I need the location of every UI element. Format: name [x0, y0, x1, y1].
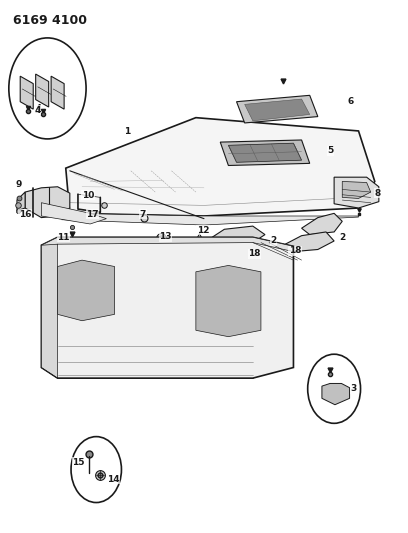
Polygon shape [66, 118, 375, 216]
Text: 11: 11 [58, 233, 70, 242]
Ellipse shape [66, 270, 106, 310]
Text: 9: 9 [16, 180, 22, 189]
Polygon shape [322, 383, 350, 405]
Text: 13: 13 [159, 232, 172, 241]
Text: 12: 12 [197, 226, 209, 235]
Text: 16: 16 [19, 210, 31, 219]
Text: 2: 2 [339, 233, 346, 242]
Text: 1: 1 [124, 127, 130, 136]
Circle shape [71, 437, 122, 503]
Text: 14: 14 [107, 475, 120, 483]
Text: 3: 3 [350, 384, 357, 393]
Polygon shape [334, 177, 379, 208]
Polygon shape [228, 143, 302, 163]
Polygon shape [41, 203, 106, 224]
Text: 15: 15 [73, 458, 85, 466]
Text: 2: 2 [270, 237, 276, 246]
Text: 8: 8 [375, 189, 381, 198]
Text: 18: 18 [248, 249, 261, 259]
Polygon shape [285, 232, 334, 252]
Polygon shape [41, 237, 293, 378]
Polygon shape [25, 187, 70, 217]
Text: 18: 18 [289, 246, 302, 255]
Text: 10: 10 [82, 191, 94, 200]
Polygon shape [62, 213, 359, 225]
Polygon shape [20, 76, 33, 109]
Polygon shape [51, 76, 64, 109]
Polygon shape [196, 265, 261, 337]
Polygon shape [35, 74, 49, 107]
Polygon shape [220, 140, 310, 165]
Text: 4: 4 [34, 106, 40, 115]
Text: 17: 17 [86, 210, 99, 219]
Text: 4: 4 [35, 103, 41, 112]
Text: 7: 7 [140, 210, 146, 219]
Text: 5: 5 [328, 146, 334, 155]
Ellipse shape [135, 278, 208, 329]
Polygon shape [245, 99, 310, 121]
Circle shape [308, 354, 361, 423]
Polygon shape [58, 260, 115, 321]
Text: 6: 6 [347, 97, 353, 106]
Polygon shape [41, 237, 293, 252]
Polygon shape [237, 95, 318, 123]
Polygon shape [41, 244, 58, 378]
Text: 6169 4100: 6169 4100 [13, 14, 87, 27]
Polygon shape [302, 213, 342, 235]
Polygon shape [342, 181, 371, 198]
Polygon shape [17, 192, 25, 211]
Polygon shape [212, 226, 265, 245]
Circle shape [9, 38, 86, 139]
